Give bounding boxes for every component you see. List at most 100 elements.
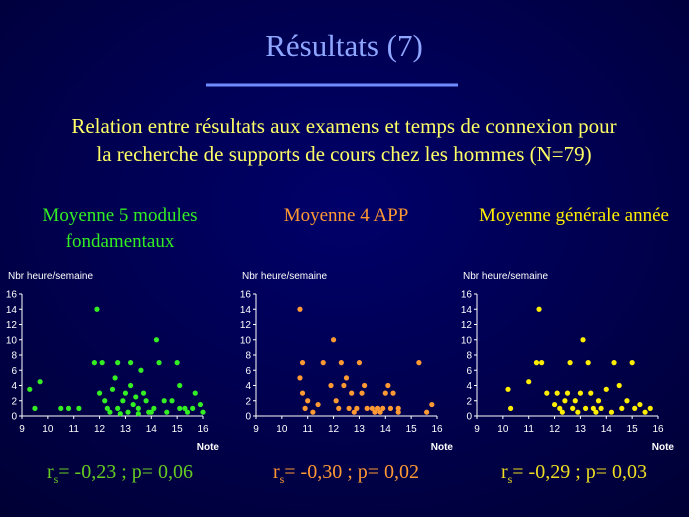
y-tick-label: 0 [245,412,251,423]
point [161,398,167,404]
x-axis-label: Note [431,442,454,453]
slide-title: Résultats (7) [265,28,423,63]
x-tick-label: 11 [524,424,535,435]
point [156,360,162,366]
chart-title: Moyenne 5 modules [42,205,197,226]
point [572,398,578,404]
x-tick-label: 12 [94,424,106,435]
x-axis-label: Note [652,442,675,453]
point [177,382,183,389]
point [333,398,339,404]
point [390,390,396,396]
subtitle-line: la recherche de supports de cours chez l… [96,142,591,166]
point [104,405,110,411]
point [354,405,360,411]
point [356,360,363,366]
annotation: rs= -0,30 ; p= 0,02 [273,461,419,486]
annotation-sub: s [54,472,59,486]
x-tick-label: 16 [197,424,209,435]
point [387,405,394,411]
point [611,360,617,366]
annotation-text: = -0,30 ; p= 0,02 [284,461,419,483]
y-tick-label: 2 [245,396,251,407]
point [385,382,391,389]
point [380,405,386,411]
point [647,405,653,411]
point [65,405,72,411]
point [112,375,118,381]
point [588,390,594,396]
point [593,409,599,415]
y-tick-label: 4 [466,381,472,392]
annotation-r: r [273,461,280,483]
point [395,405,401,411]
point [115,360,121,366]
y-tick-label: 0 [11,412,17,423]
y-tick-label: 0 [466,412,472,423]
point [349,390,355,396]
point [369,405,375,411]
point [135,405,141,411]
y-tick-label: 10 [6,335,18,346]
point [577,390,584,396]
y-tick-label: 16 [461,290,473,301]
point [616,382,622,389]
point [544,390,550,396]
point [505,386,511,392]
point [551,401,558,408]
x-tick-label: 15 [172,424,184,435]
point [192,390,198,396]
point [117,411,123,417]
point [169,398,175,404]
point [200,409,206,415]
x-tick-label: 10 [497,424,509,435]
point [197,401,204,408]
y-tick-label: 6 [245,366,251,377]
y-tick-label: 12 [240,320,252,331]
point [102,398,108,404]
point [595,398,602,404]
point [608,409,615,415]
point [148,409,154,415]
point [533,360,540,366]
y-axis-label: Nbr heure/semaine [242,271,327,282]
point [536,306,542,312]
point [174,360,180,366]
point [583,405,589,411]
point [598,405,604,411]
point [96,390,103,396]
annotation: rs= -0,23 ; p= 0,06 [47,461,193,486]
x-tick-label: 9 [19,424,25,435]
point [429,401,435,408]
y-tick-label: 2 [11,396,17,407]
point [27,386,33,392]
point [91,360,97,366]
annotation-text: = -0,23 ; p= 0,06 [58,461,193,483]
point [299,390,306,396]
chart-title: fondamentaux [66,231,175,252]
point [297,306,303,312]
point [330,337,337,343]
chart-title: Moyenne générale année [479,205,669,226]
x-tick-label: 15 [406,424,418,435]
point [320,360,326,366]
point [395,409,401,415]
point [37,379,43,385]
x-tick-label: 11 [303,424,314,435]
point [382,390,388,396]
point [562,398,568,404]
point [76,405,82,411]
annotation-r: r [501,461,508,483]
point [177,405,183,411]
x-tick-label: 14 [601,424,613,435]
point [128,360,134,366]
x-tick-label: 12 [328,424,340,435]
point [151,405,157,411]
y-tick-label: 12 [461,320,473,331]
y-tick-label: 10 [461,335,473,346]
point [109,386,116,392]
chart-title: Moyenne 4 APP [284,205,409,226]
point [377,409,383,415]
point [107,409,113,415]
